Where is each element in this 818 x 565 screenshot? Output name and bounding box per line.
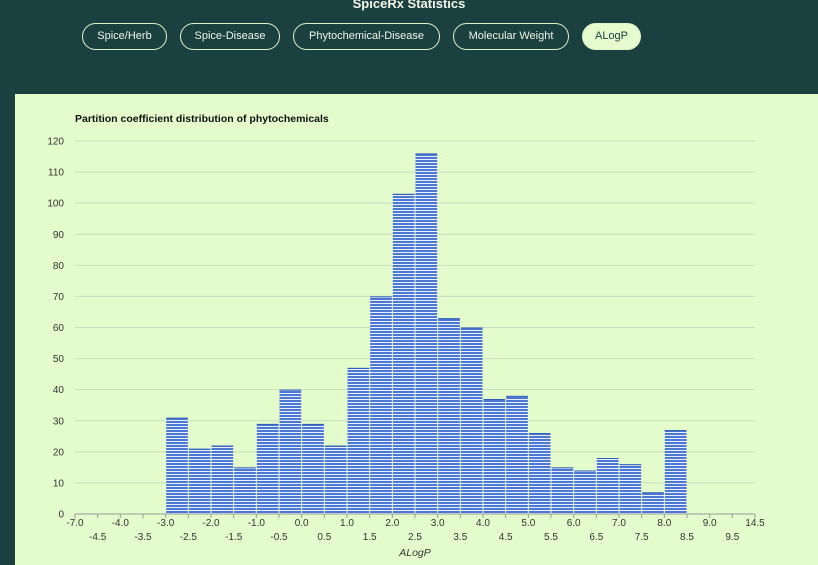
y-tick-label: 0	[58, 510, 64, 521]
x-tick-label: 1.0	[340, 518, 354, 529]
histogram-bar	[302, 423, 324, 514]
x-tick-label: 1.5	[363, 532, 377, 543]
histogram-bar	[256, 423, 279, 514]
histogram-bar	[664, 430, 687, 514]
histogram-bar	[392, 193, 415, 514]
histogram-bar	[279, 389, 302, 514]
y-tick-label: 40	[53, 385, 65, 396]
x-tick-label: 2.0	[385, 518, 399, 529]
gridlines	[75, 140, 755, 484]
x-tick-label: 4.5	[499, 532, 513, 543]
x-tick-label: -1.5	[225, 532, 243, 543]
chart-title: Partition coefficient distribution of ph…	[75, 113, 329, 125]
y-tick-label: 10	[53, 478, 65, 489]
x-tick-label: 14.5	[745, 518, 765, 529]
y-tick-label: 80	[53, 261, 65, 272]
tab-label: Spice-Disease	[194, 30, 266, 42]
page-title: SpiceRx Statistics	[352, 0, 466, 11]
y-tick-label: 90	[53, 230, 65, 241]
x-tick-label: 5.0	[521, 518, 535, 529]
y-axis: 0 10 20 30 40 50 60 70 80 90 100 110 120	[47, 137, 64, 521]
x-axis: -7.0 -4.0 -3.0 -2.0 -1.0 0.0 1.0 2.0 3.0 4.0 5.0 6.…	[66, 514, 765, 543]
histogram-bar	[460, 327, 483, 514]
histogram-bar	[347, 367, 370, 514]
histogram-bar	[642, 492, 664, 514]
y-tick-label: 60	[53, 323, 65, 334]
histogram-bar	[234, 467, 256, 514]
histogram-bar	[619, 464, 642, 514]
tab-label: Spice/Herb	[97, 30, 152, 42]
x-tick-label: 2.5	[408, 532, 422, 543]
tab-alogp[interactable]: ALogP	[582, 23, 641, 50]
tab-spice-disease[interactable]: Spice-Disease	[180, 23, 280, 50]
histogram-bar	[211, 445, 234, 514]
histogram-bar	[574, 470, 596, 514]
histogram-bar	[370, 296, 392, 514]
x-axis-label: ALogP	[398, 547, 431, 559]
histogram-bar	[438, 318, 460, 514]
x-tick-label: 3.5	[453, 532, 467, 543]
y-tick-label: 50	[53, 354, 65, 365]
y-tick-label: 30	[53, 416, 65, 427]
x-tick-label: -0.5	[270, 532, 288, 543]
x-tick-label: 0.5	[317, 532, 331, 543]
chart-panel: Partition coefficient distribution of ph…	[15, 94, 818, 565]
x-tick-label: 3.0	[431, 518, 445, 529]
x-tick-label: -4.0	[112, 518, 130, 529]
y-tick-label: 110	[48, 168, 64, 179]
histogram-chart: Partition coefficient distribution of ph…	[47, 113, 765, 559]
x-tick-label: -2.5	[180, 532, 198, 543]
y-tick-label: 100	[47, 199, 64, 210]
x-tick-label: -3.0	[157, 518, 175, 529]
tab-label: Phytochemical-Disease	[309, 30, 424, 42]
x-tick-label: 0.0	[295, 518, 309, 529]
x-tick-label: 9.5	[725, 532, 739, 543]
x-tick-label: -2.0	[202, 518, 220, 529]
x-tick-label: 8.5	[680, 532, 694, 543]
y-tick-label: 70	[53, 292, 65, 303]
x-tick-label: -7.0	[66, 518, 84, 529]
histogram-bar	[188, 448, 211, 514]
x-tick-label: 4.0	[476, 518, 490, 529]
x-tick-label: -4.5	[89, 532, 107, 543]
histogram-bar	[506, 395, 528, 514]
histogram-bar	[551, 467, 574, 514]
x-tick-label: 5.5	[544, 532, 558, 543]
tab-label: Molecular Weight	[468, 30, 554, 42]
x-tick-label: 8.0	[657, 518, 671, 529]
tab-molecular-weight[interactable]: Molecular Weight	[453, 23, 569, 50]
bars	[166, 153, 687, 514]
tab-label: ALogP	[594, 30, 629, 42]
x-tick-label: -3.5	[134, 532, 152, 543]
x-tick-label: 6.0	[567, 518, 581, 529]
histogram-bar	[528, 433, 551, 514]
tab-spice-herb[interactable]: Spice/Herb	[82, 23, 167, 50]
histogram-bar	[596, 458, 619, 514]
x-tick-label: 6.5	[589, 532, 603, 543]
x-tick-label: 7.0	[612, 518, 626, 529]
histogram-bar	[324, 445, 347, 514]
x-tick-label: 7.5	[635, 532, 649, 543]
x-tick-label: 9.0	[703, 518, 717, 529]
histogram-bar	[166, 417, 188, 514]
histogram-bar	[483, 398, 506, 514]
tab-phytochemical-disease[interactable]: Phytochemical-Disease	[293, 23, 440, 50]
histogram-bar	[415, 153, 438, 514]
x-tick-label: -1.0	[248, 518, 266, 529]
y-tick-label: 120	[47, 137, 64, 148]
y-tick-label: 20	[53, 447, 65, 458]
